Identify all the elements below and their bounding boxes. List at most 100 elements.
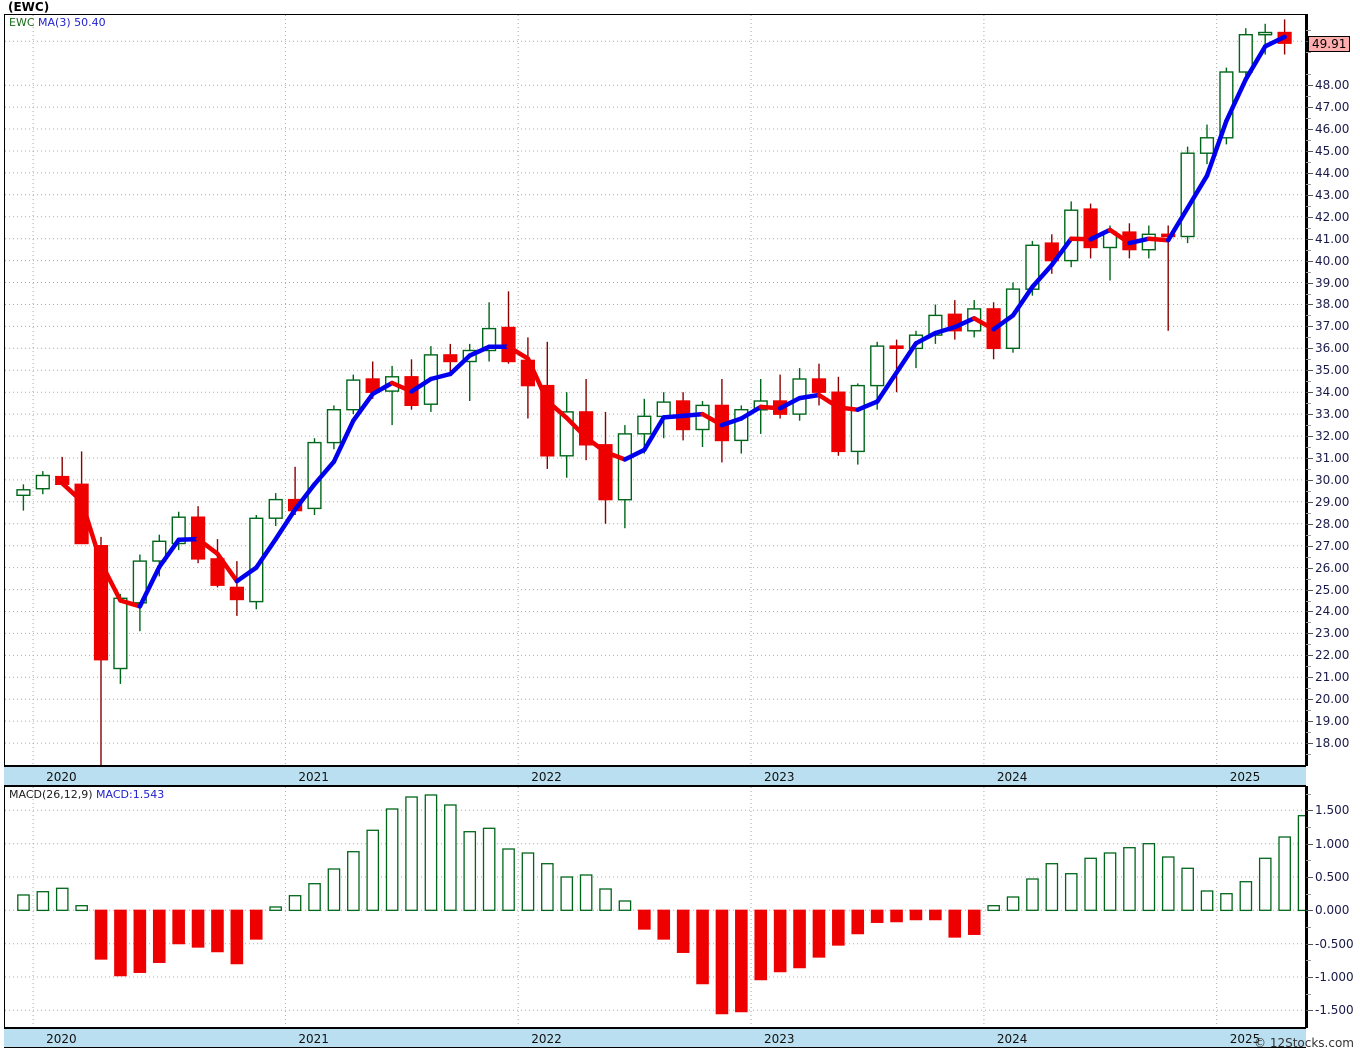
macd-minor-tick (1306, 793, 1311, 795)
price-minor-tick (1306, 249, 1311, 251)
price-tick-label: 48.00 (1315, 78, 1350, 93)
legend-macd-value: MACD:1.543 (96, 788, 165, 801)
legend-ma-label: MA(3) (38, 16, 71, 29)
year-label-2022: 2022 (531, 770, 562, 784)
price-minor-tick (1306, 271, 1311, 273)
price-minor-tick (1306, 556, 1311, 558)
macd-minor-tick (1306, 893, 1311, 895)
price-tick-label: 43.00 (1315, 187, 1350, 202)
year-label-2022: 2022 (531, 1032, 562, 1046)
price-gridlines (5, 40, 1305, 744)
price-tick (1306, 260, 1313, 262)
price-minor-tick (1306, 52, 1311, 54)
price-axis-spine (1306, 14, 1308, 766)
price-tick-label: 23.00 (1315, 626, 1350, 641)
macd-tick-label: 0.500 (1315, 870, 1350, 884)
price-minor-tick (1306, 337, 1311, 339)
year-label-2021: 2021 (298, 1032, 329, 1046)
macd-minor-tick (1306, 960, 1311, 962)
price-tick-label: 18.00 (1315, 736, 1350, 751)
price-tick-label: 45.00 (1315, 143, 1350, 158)
price-tick-label: 46.00 (1315, 122, 1350, 137)
price-tick (1306, 457, 1313, 459)
macd-tick-label: -1.000 (1315, 970, 1354, 984)
macd-axis-spine (1306, 786, 1308, 1028)
price-tick (1306, 589, 1313, 591)
price-legend: EWC MA(3) 50.40 (9, 17, 106, 29)
macd-year-axis: 2020 2021 2022 2023 2024 2025 (4, 1028, 1306, 1048)
macd-minor-tick (1306, 860, 1311, 862)
price-tick (1306, 721, 1313, 723)
price-tick (1306, 282, 1313, 284)
price-tick-label: 28.00 (1315, 516, 1350, 531)
price-tick-label: 42.00 (1315, 209, 1350, 224)
price-tick (1306, 545, 1313, 547)
price-tick (1306, 172, 1313, 174)
price-tick-label: 32.00 (1315, 429, 1350, 444)
price-tick-label: 22.00 (1315, 648, 1350, 663)
price-tick (1306, 392, 1313, 394)
price-year-gridlines (32, 15, 1218, 765)
price-tick (1306, 501, 1313, 503)
price-minor-tick (1306, 96, 1311, 98)
macd-histogram (17, 794, 1305, 1015)
price-chart-panel[interactable]: EWC MA(3) 50.40 (4, 14, 1306, 766)
price-tick-label: 19.00 (1315, 714, 1350, 729)
macd-plot-area[interactable] (5, 787, 1305, 1027)
price-tick-label: 21.00 (1315, 670, 1350, 685)
price-minor-tick (1306, 732, 1311, 734)
price-minor-tick (1306, 293, 1311, 295)
price-minor-tick (1306, 468, 1311, 470)
price-tick (1306, 567, 1313, 569)
price-year-axis: 2020 2021 2022 2023 2024 2025 (4, 766, 1306, 786)
price-minor-tick (1306, 447, 1311, 449)
price-tick (1306, 107, 1313, 109)
price-minor-tick (1306, 161, 1311, 163)
price-tick-label: 44.00 (1315, 165, 1350, 180)
page-title: (EWC) (8, 0, 50, 14)
price-tick-label: 34.00 (1315, 385, 1350, 400)
price-tick-label: 36.00 (1315, 341, 1350, 356)
price-minor-tick (1306, 534, 1311, 536)
price-tick-label: 24.00 (1315, 604, 1350, 619)
macd-tick (1306, 943, 1313, 945)
price-tick-label: 35.00 (1315, 363, 1350, 378)
macd-tick-label: 0.000 (1315, 903, 1350, 918)
macd-tick (1306, 877, 1313, 878)
price-tick-label: 27.00 (1315, 538, 1350, 553)
price-tick (1306, 150, 1313, 152)
last-price-badge: 49.91 (1308, 36, 1351, 53)
macd-chart-panel[interactable]: MACD(26,12,9) MACD:1.543 (4, 786, 1306, 1028)
price-tick (1306, 85, 1313, 87)
year-label-2024: 2024 (996, 770, 1028, 784)
price-minor-tick (1306, 140, 1311, 141)
price-tick-label: 29.00 (1315, 494, 1350, 509)
price-minor-tick (1306, 754, 1311, 756)
copyright-footer: © 12Stocks.com (1254, 1036, 1354, 1050)
price-tick-label: 31.00 (1315, 450, 1350, 465)
price-tick (1306, 655, 1313, 657)
price-minor-tick (1306, 622, 1311, 624)
price-tick-label: 33.00 (1315, 407, 1350, 422)
macd-y-axis: 1.500 1.000 0.500 0.000 -0.500 -1.000 -1.500 (1306, 786, 1360, 1028)
price-tick-label: 25.00 (1315, 582, 1350, 597)
macd-minor-tick (1306, 927, 1311, 928)
year-label-2020: 2020 (46, 1032, 77, 1046)
price-minor-tick (1306, 600, 1311, 602)
price-tick (1306, 216, 1313, 218)
macd-tick (1306, 1010, 1313, 1012)
macd-tick (1306, 977, 1313, 978)
macd-tick (1306, 910, 1313, 912)
macd-tick-label: 1.000 (1315, 836, 1350, 851)
price-tick-label: 47.00 (1315, 100, 1350, 115)
price-minor-tick (1306, 644, 1311, 646)
price-tick (1306, 194, 1313, 196)
price-tick (1306, 699, 1313, 701)
price-tick (1306, 743, 1313, 745)
price-tick (1306, 523, 1313, 525)
price-tick-label: 41.00 (1315, 231, 1350, 246)
price-tick-label: 37.00 (1315, 319, 1350, 334)
ma3-line (59, 34, 1287, 609)
price-plot-area[interactable] (5, 15, 1305, 765)
